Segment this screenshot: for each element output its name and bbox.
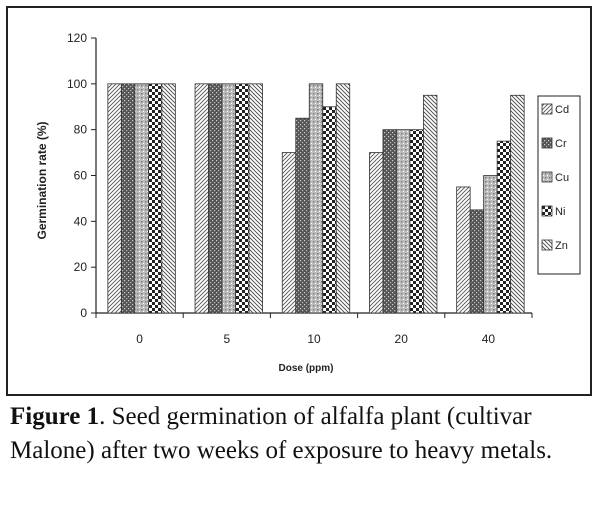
legend-label-cr: Cr — [555, 138, 567, 150]
y-tick-label: 20 — [74, 260, 88, 274]
bar-cr — [208, 83, 223, 314]
legend-swatch-cd — [541, 103, 553, 115]
legend-label-cu: Cu — [555, 172, 569, 184]
bar-cd — [194, 83, 209, 314]
bar-cr — [382, 129, 397, 314]
bar-cu — [308, 83, 324, 314]
bar-cr — [469, 209, 485, 314]
x-axis-title: Dose (ppm) — [279, 363, 334, 374]
x-tick-label: 20 — [395, 332, 409, 346]
bar-ni — [322, 106, 337, 314]
bar-ni — [235, 83, 250, 314]
legend-swatch-ni — [541, 205, 553, 217]
caption-label: Figure 1 — [10, 403, 100, 430]
bar-cu — [134, 83, 149, 314]
bar-ni — [409, 129, 424, 314]
bar-cd — [456, 186, 471, 314]
y-tick-label: 0 — [80, 306, 87, 320]
bar-cu — [221, 83, 236, 314]
bar-zn — [161, 83, 176, 314]
y-tick-label: 60 — [74, 169, 88, 183]
legend-swatch-zn — [541, 239, 553, 251]
caption-text: . Seed germination of alfalfa plant (cul… — [10, 403, 553, 464]
bar-ni — [496, 140, 512, 314]
bar-zn — [335, 83, 351, 314]
x-tick-label: 5 — [223, 332, 230, 346]
bar-cu — [396, 129, 411, 314]
x-tick-label: 0 — [136, 332, 143, 346]
bar-zn — [510, 94, 525, 314]
x-tick-label: 10 — [307, 332, 321, 346]
bar-zn — [423, 94, 438, 314]
x-tick-label: 40 — [482, 332, 496, 346]
y-tick-label: 120 — [67, 31, 87, 45]
bar-cu — [483, 175, 498, 314]
bar-chart: 0 20 40 60 80 100 120 0 5 10 20 40 Dose (ppm) Germina… — [35, 31, 581, 374]
bar-cr — [295, 117, 310, 314]
y-tick-label: 100 — [67, 77, 87, 91]
bar-cd — [281, 152, 297, 314]
legend-label-cd: Cd — [555, 104, 569, 116]
figure-caption: Figure 1. Seed germination of alfalfa pl… — [10, 400, 590, 468]
bar-zn — [248, 83, 263, 314]
bar-cd — [369, 152, 384, 314]
legend-swatch-cu — [541, 171, 553, 183]
chart-frame: 0 20 40 60 80 100 120 0 5 10 20 40 Dose (ppm) Germina… — [6, 6, 592, 396]
bar-cr — [120, 83, 136, 314]
bar-cd — [107, 83, 122, 314]
legend-label-ni: Ni — [555, 206, 565, 218]
y-tick-label: 80 — [74, 123, 88, 137]
y-tick-label: 40 — [74, 214, 88, 228]
bar-ni — [147, 83, 163, 314]
y-axis-title: Germination rate (%) — [35, 121, 49, 239]
legend-swatch-cr — [541, 137, 553, 149]
legend-label-zn: Zn — [555, 240, 568, 252]
